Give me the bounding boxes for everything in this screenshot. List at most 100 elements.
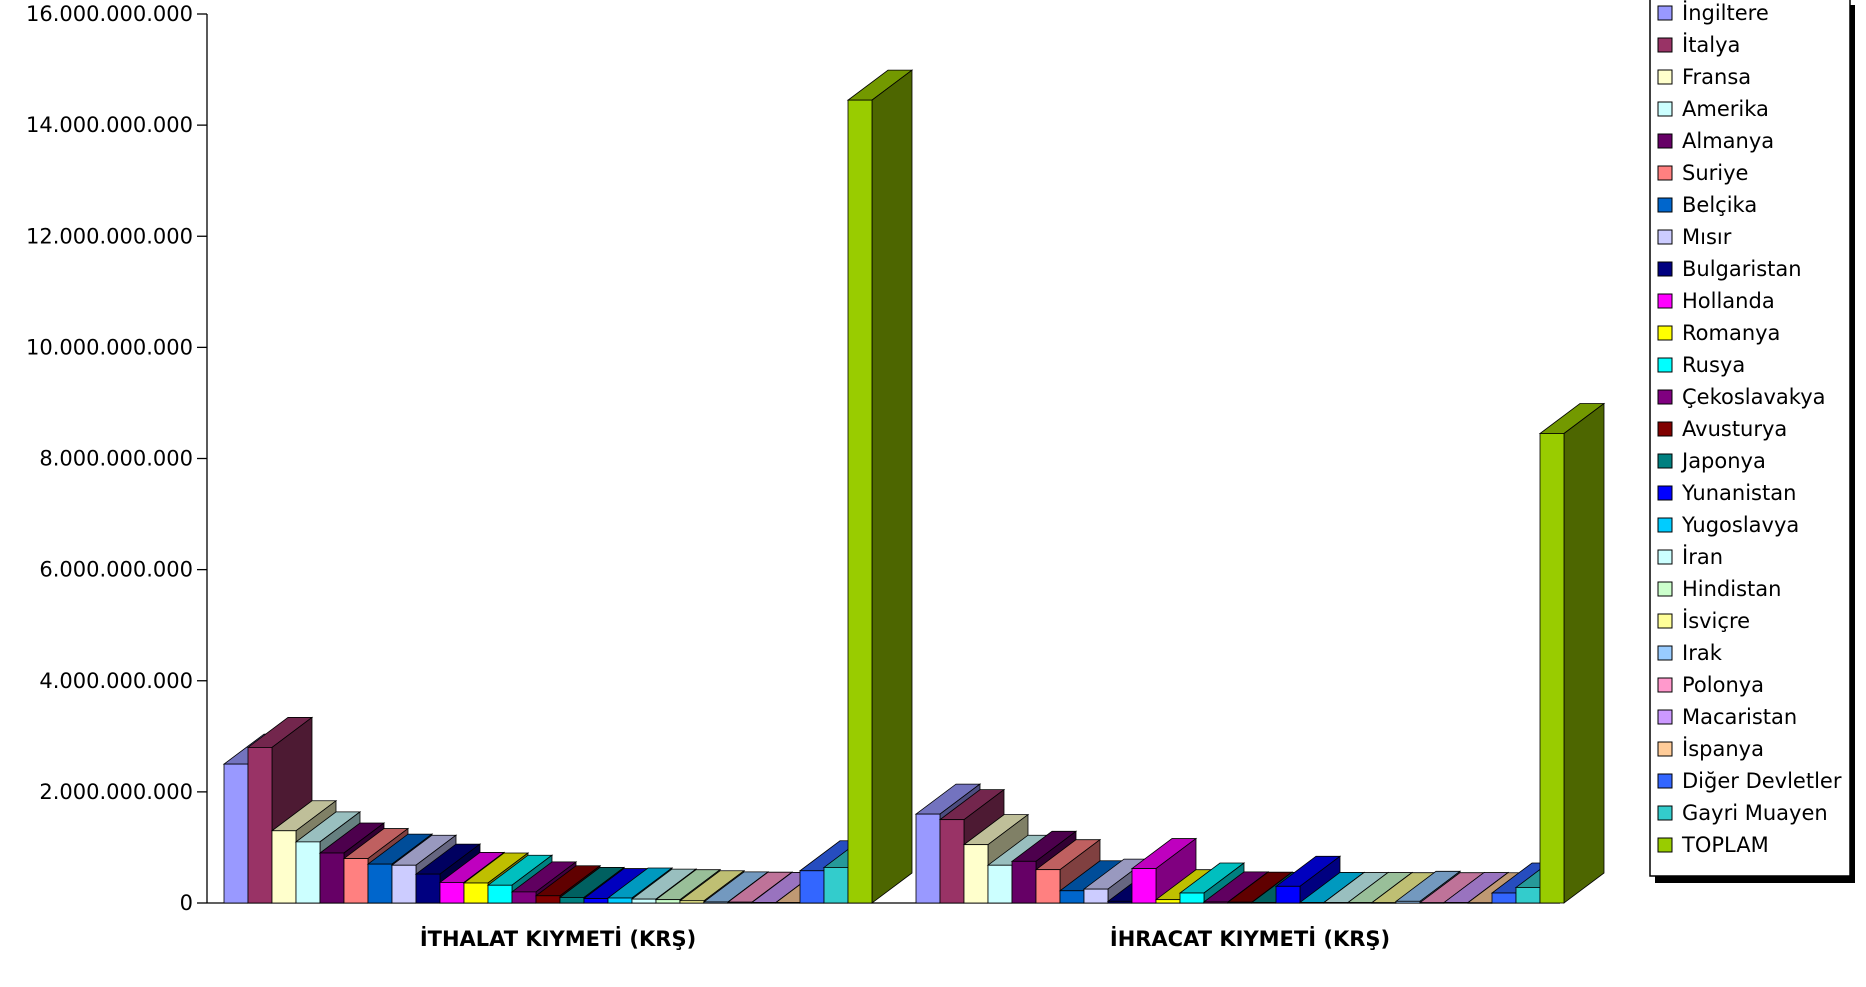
legend-swatch <box>1657 517 1673 533</box>
bar-front <box>1515 887 1541 904</box>
bar-front <box>963 844 989 904</box>
legend-swatch <box>1657 229 1673 245</box>
legend-item: Mısır <box>1657 225 1732 249</box>
bar-front <box>1179 892 1205 904</box>
bar-front <box>223 763 249 904</box>
legend-item: Çekoslavakya <box>1657 385 1826 409</box>
legend-item: Yugoslavya <box>1657 513 1799 537</box>
category-label: İTHALAT KIYMETİ (KRŞ) <box>420 926 696 951</box>
bar-front <box>987 864 1013 904</box>
legend-swatch <box>1657 293 1673 309</box>
bar-front <box>391 864 417 904</box>
legend-item: Gayri Muayen <box>1657 801 1828 825</box>
legend-label: Macaristan <box>1682 705 1797 729</box>
legend-swatch <box>1657 453 1673 469</box>
legend-label: İsviçre <box>1682 608 1750 633</box>
legend-label: Diğer Devletler <box>1682 769 1842 793</box>
legend-swatch <box>1657 357 1673 373</box>
bar-front <box>439 882 465 904</box>
legend-swatch <box>1657 37 1673 53</box>
legend-item: Hollanda <box>1657 289 1775 313</box>
legend-label: İngiltere <box>1682 0 1769 25</box>
legend-box <box>1649 0 1851 877</box>
bar-front <box>679 900 705 904</box>
legend-label: Mısır <box>1682 225 1732 249</box>
legend-item: Fransa <box>1657 65 1751 89</box>
y-tick-label: 0 <box>180 891 193 915</box>
legend-swatch <box>1657 389 1673 405</box>
axis-layer: 0 2.000.000.000 4.000.000.000 6.000.000.000… <box>26 2 1560 915</box>
legend-label: Yunanistan <box>1681 481 1796 505</box>
bar-front <box>751 902 777 904</box>
legend-label: Rusya <box>1682 353 1745 377</box>
legend-label: Amerika <box>1682 97 1769 121</box>
bar-front <box>1155 899 1181 904</box>
bar-front <box>823 867 849 904</box>
legend-item: Diğer Devletler <box>1657 769 1842 793</box>
legend-swatch <box>1657 69 1673 85</box>
bar-front <box>367 863 393 904</box>
bar <box>1130 837 1198 904</box>
legend-label: Yugoslavya <box>1681 513 1799 537</box>
legend-swatch <box>1657 613 1673 629</box>
bar-front <box>1227 901 1253 904</box>
y-tick-label: 2.000.000.000 <box>39 780 193 804</box>
legend-item: Macaristan <box>1657 705 1797 729</box>
legend-swatch <box>1657 741 1673 757</box>
legend: İngiltere İtalya Fransa Amerika Almanya Suriy… <box>1649 0 1855 883</box>
y-tick-label: 4.000.000.000 <box>39 669 193 693</box>
bar <box>1538 402 1606 904</box>
legend-swatch <box>1657 837 1673 853</box>
bar-front <box>1467 902 1493 904</box>
bar-front <box>271 830 297 904</box>
bars-layer <box>222 69 1606 904</box>
bar-front <box>607 897 633 904</box>
legend-label: Çekoslavakya <box>1682 385 1826 409</box>
bar-front <box>1419 902 1445 904</box>
bar-front <box>703 901 729 904</box>
legend-item: Belçika <box>1657 193 1757 217</box>
bar-front <box>559 897 585 904</box>
bar-front <box>1035 869 1061 904</box>
bar-front <box>463 882 489 904</box>
bar-front <box>1083 888 1109 904</box>
legend-item: İran <box>1657 544 1723 569</box>
bar-front <box>1131 868 1157 904</box>
legend-swatch <box>1657 5 1673 21</box>
legend-label: Bulgaristan <box>1682 257 1802 281</box>
bar-front <box>1011 860 1037 904</box>
bar-front <box>1059 890 1085 904</box>
legend-swatch <box>1657 677 1673 693</box>
legend-label: Almanya <box>1682 129 1774 153</box>
bar-front <box>415 873 441 904</box>
bar-front <box>535 895 561 904</box>
bar-front <box>1203 901 1229 904</box>
y-tick-label: 6.000.000.000 <box>39 558 193 582</box>
legend-item: Suriye <box>1657 161 1748 185</box>
bar-front <box>1107 900 1133 904</box>
legend-item: Polonya <box>1657 673 1764 697</box>
legend-item: Yunanistan <box>1657 481 1796 505</box>
bar-front <box>343 858 369 904</box>
bar-front <box>1395 900 1421 904</box>
legend-label: İtalya <box>1682 32 1740 57</box>
legend-label: Belçika <box>1682 193 1757 217</box>
bar-front <box>1323 902 1349 904</box>
bar-front <box>295 841 321 904</box>
legend-item: Japonya <box>1657 449 1766 473</box>
bar <box>1274 855 1342 904</box>
legend-swatch <box>1657 133 1673 149</box>
legend-swatch <box>1657 485 1673 501</box>
labels-layer: İTHALAT KIYMETİ (KRŞ) İHRACAT KIYMETİ (KR… <box>420 926 1390 951</box>
legend-item: Amerika <box>1657 97 1769 121</box>
legend-label: Fransa <box>1682 65 1751 89</box>
category-label: İHRACAT KIYMETİ (KRŞ) <box>1110 926 1390 951</box>
y-tick-label: 10.000.000.000 <box>26 335 193 359</box>
bar-front <box>847 99 873 904</box>
legend-label: İspanya <box>1682 736 1764 761</box>
bar-front <box>799 870 825 904</box>
legend-item: İspanya <box>1657 736 1764 761</box>
bar-front <box>1491 892 1517 904</box>
legend-label: Avusturya <box>1682 417 1787 441</box>
